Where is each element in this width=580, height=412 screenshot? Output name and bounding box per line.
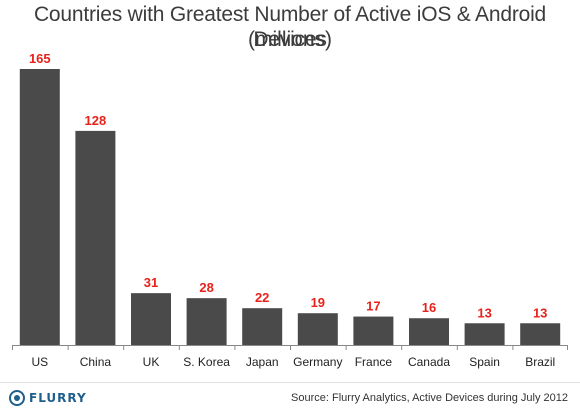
bar-chart: 165 US 128 China 31 UK 28 S. Korea 22 Japan 19 Germ… (12, 51, 568, 369)
bar-uk (131, 293, 171, 345)
x-tick-label: France (355, 355, 393, 369)
bar-france (353, 316, 394, 345)
data-label: 31 (144, 275, 158, 290)
data-label: 13 (533, 305, 547, 320)
x-tick-label: S. Korea (183, 355, 230, 369)
flurry-logo-text: FLURRY (29, 391, 87, 405)
data-label: 165 (29, 51, 51, 66)
data-label: 13 (477, 305, 491, 320)
bar-s-korea (186, 298, 227, 345)
bar-germany (297, 313, 338, 345)
x-tick-label: Spain (469, 355, 500, 369)
x-tick-label: UK (143, 355, 160, 369)
x-tick-label: US (31, 355, 48, 369)
chart-subtitle: (millions) (248, 28, 332, 51)
flurry-logo-icon (9, 390, 25, 406)
x-tick-label: Canada (408, 355, 450, 369)
x-tick-label: Brazil (525, 355, 555, 369)
data-label: 19 (311, 295, 325, 310)
bar-japan (242, 308, 283, 345)
data-label: 17 (366, 299, 380, 314)
data-label: 28 (199, 280, 213, 295)
data-label: 16 (422, 300, 436, 315)
data-label: 128 (85, 113, 107, 128)
bar-china (75, 130, 116, 345)
data-label: 22 (255, 290, 269, 305)
bar-us (19, 69, 60, 345)
footer: FLURRY Source: Flurry Analytics, Active … (0, 382, 580, 412)
chart-title: Countries with Greatest Number of Active… (33, 3, 547, 51)
x-tick-label: Japan (246, 355, 279, 369)
flurry-logo: FLURRY (9, 390, 87, 406)
x-tick-label: China (80, 355, 112, 369)
bar-canada (409, 318, 449, 345)
bar-spain (464, 323, 505, 345)
source-note: Source: Flurry Analytics, Active Devices… (291, 392, 568, 404)
x-tick-label: Germany (293, 355, 342, 369)
bar-brazil (520, 323, 561, 345)
